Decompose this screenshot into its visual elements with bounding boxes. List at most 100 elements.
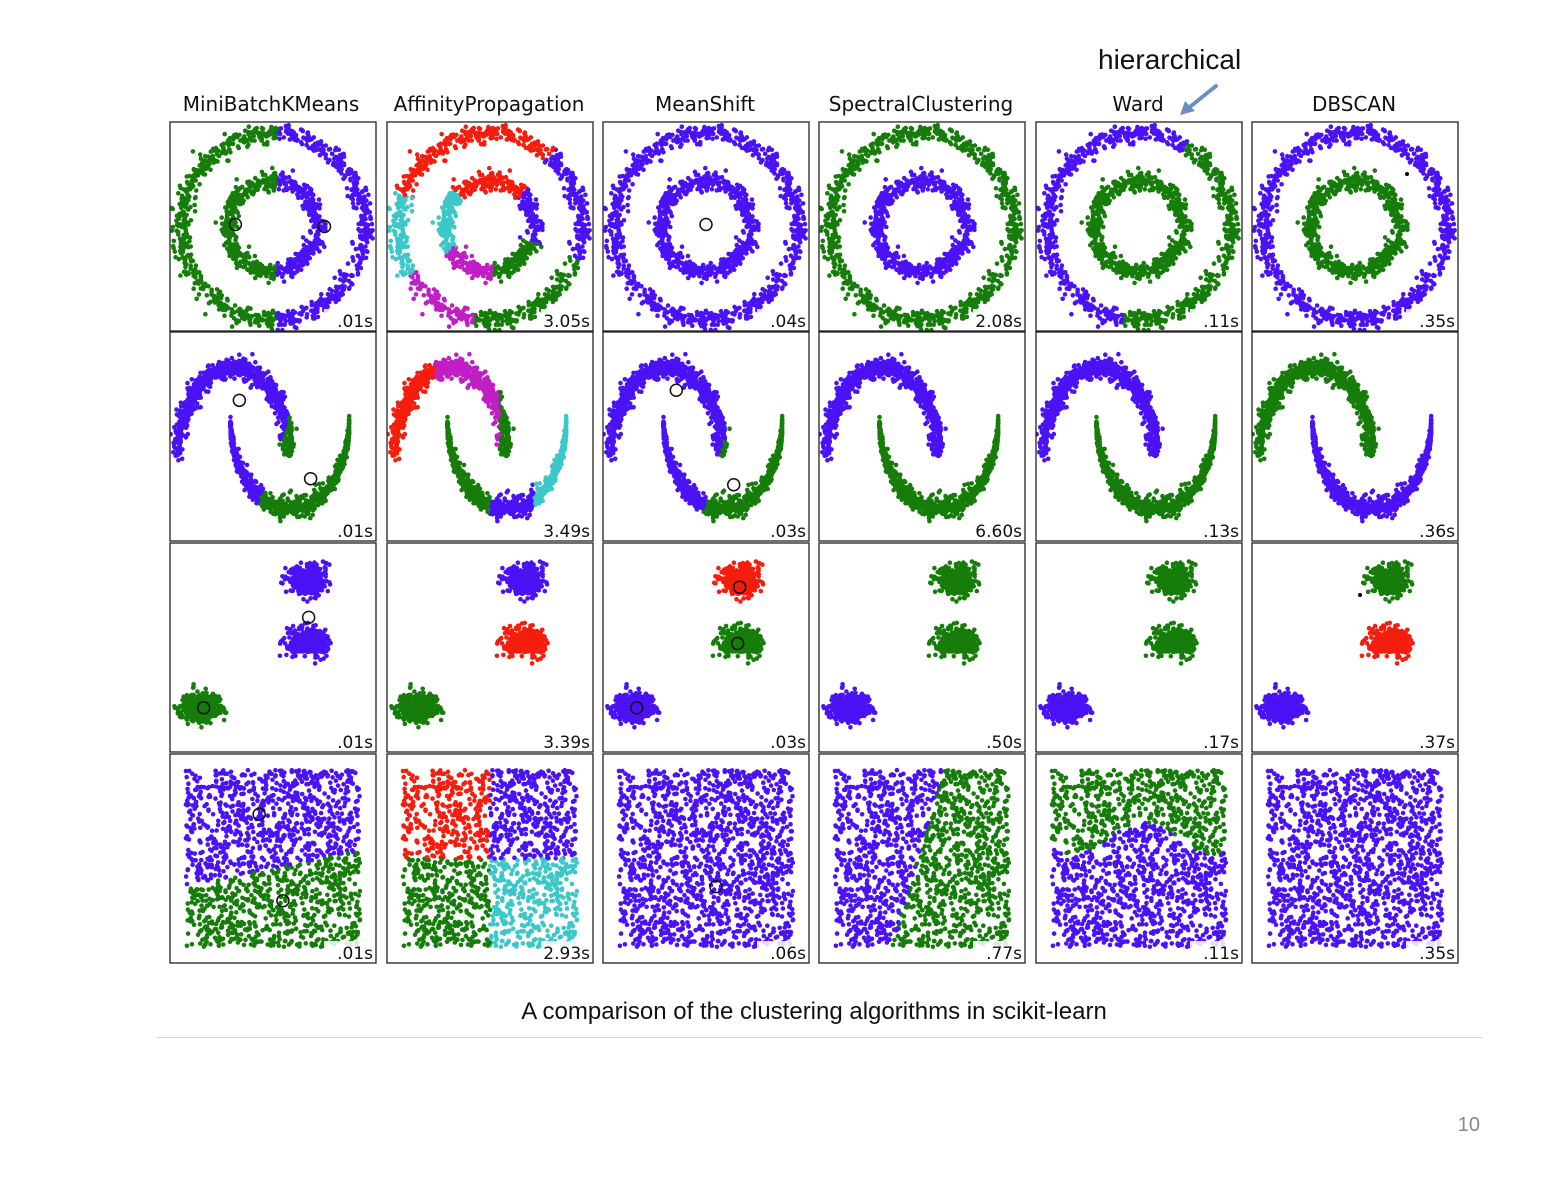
data-point [494, 136, 499, 142]
data-point [613, 250, 619, 255]
data-point [290, 308, 296, 314]
data-point [345, 193, 351, 199]
data-point [246, 142, 251, 147]
data-point [797, 198, 802, 203]
data-point [616, 229, 622, 234]
timing-label: .04s [770, 312, 806, 332]
data-point [292, 132, 297, 137]
data-point [471, 264, 476, 269]
data-point [250, 133, 256, 139]
data-point [756, 155, 762, 161]
data-point [436, 227, 442, 233]
data-point [646, 220, 651, 225]
data-point [354, 206, 359, 211]
data-point [284, 127, 289, 132]
data-point [210, 153, 215, 159]
data-point [447, 256, 453, 262]
data-point [355, 272, 361, 277]
data-point [719, 174, 725, 180]
data-point [526, 136, 531, 142]
data-point [631, 274, 637, 280]
data-point [427, 146, 433, 152]
data-point [644, 294, 650, 300]
data-point [685, 275, 691, 281]
data-point [615, 244, 620, 250]
data-point [398, 187, 404, 192]
data-point [427, 153, 433, 159]
data-point [802, 221, 808, 227]
data-point [479, 186, 484, 192]
data-point [708, 260, 713, 266]
data-point [436, 215, 442, 220]
data-point [772, 171, 777, 176]
data-point [357, 228, 362, 233]
data-point [737, 246, 742, 252]
data-point [685, 253, 691, 259]
data-point [241, 264, 246, 270]
data-point [397, 195, 402, 200]
data-point [254, 125, 259, 131]
data-point [182, 217, 188, 222]
data-point [272, 170, 278, 176]
data-point [499, 313, 505, 319]
data-point [782, 273, 787, 279]
data-point [634, 283, 639, 289]
data-point [225, 141, 230, 146]
data-point [393, 191, 398, 196]
data-point [493, 322, 499, 328]
data-point [685, 175, 691, 181]
data-point [679, 124, 685, 129]
data-point [773, 161, 778, 166]
data-point [325, 304, 330, 309]
data-point [286, 122, 292, 128]
data-point [233, 234, 239, 240]
data-point [409, 266, 415, 272]
data-point [535, 300, 541, 305]
data-point [301, 256, 306, 262]
data-point [731, 267, 737, 273]
data-point [1012, 244, 1017, 249]
data-point [626, 275, 631, 280]
data-point [274, 180, 279, 186]
data-point [513, 189, 519, 195]
data-point [567, 197, 573, 202]
data-point [194, 173, 199, 178]
data-point [317, 152, 323, 158]
data-point [510, 318, 516, 324]
data-point [640, 157, 646, 163]
data-point [286, 268, 292, 274]
data-point [714, 271, 719, 277]
data-point [171, 238, 177, 244]
data-point [550, 154, 556, 160]
data-point [619, 222, 624, 227]
data-point [182, 222, 187, 227]
data-point [536, 291, 541, 297]
data-point [290, 168, 296, 173]
data-point [654, 145, 659, 151]
data-point [414, 152, 420, 157]
data-point [657, 296, 663, 302]
data-point [369, 221, 375, 227]
data-point [289, 271, 295, 276]
data-point [783, 254, 788, 260]
data-point [643, 146, 649, 152]
data-point [281, 279, 287, 284]
data-point [201, 171, 206, 177]
data-point [681, 270, 686, 275]
data-point [550, 291, 556, 297]
data-point [798, 249, 803, 255]
data-point [445, 199, 451, 205]
data-point [399, 244, 404, 250]
data-point [462, 267, 467, 272]
data-point [318, 300, 324, 305]
data-point [462, 180, 467, 185]
data-point [289, 128, 295, 134]
data-point [750, 147, 756, 152]
data-point [615, 256, 620, 262]
data-point [758, 304, 763, 309]
data-point [453, 145, 459, 151]
data-point [359, 196, 365, 202]
data-point [234, 318, 240, 323]
data-point [409, 202, 414, 208]
data-point [714, 279, 720, 284]
